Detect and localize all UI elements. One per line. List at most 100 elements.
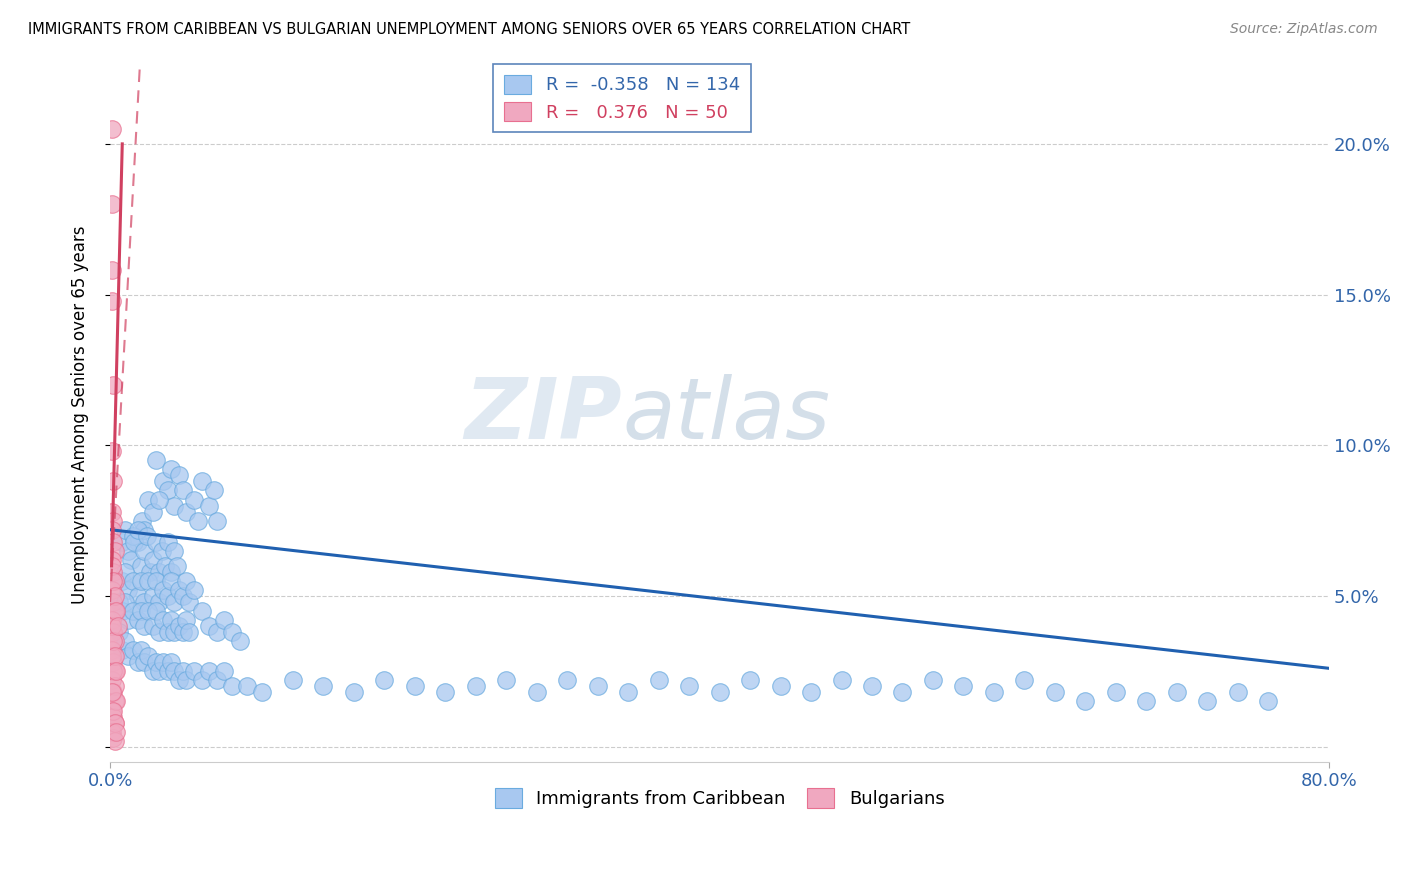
Point [145, 574, 167, 588]
Point [160, 574, 183, 588]
Point [831, 673, 853, 688]
Point [104, 715, 127, 730]
Point [127, 655, 149, 669]
Point [145, 453, 167, 467]
Point [100, 582, 122, 597]
Point [132, 655, 155, 669]
Point [117, 543, 139, 558]
Point [132, 619, 155, 633]
Text: atlas: atlas [621, 374, 830, 457]
Point [555, 673, 578, 688]
Point [221, 625, 243, 640]
Point [101, 665, 124, 679]
Point [198, 665, 221, 679]
Point [205, 673, 228, 688]
Point [190, 604, 212, 618]
Point [127, 589, 149, 603]
Point [100, 724, 122, 739]
Point [104, 574, 127, 588]
Point [142, 553, 165, 567]
Point [167, 582, 190, 597]
Point [236, 680, 259, 694]
Point [163, 595, 186, 609]
Point [163, 665, 186, 679]
Point [160, 462, 183, 476]
Point [122, 529, 145, 543]
Point [101, 685, 124, 699]
Point [100, 613, 122, 627]
Point [922, 673, 945, 688]
Point [172, 625, 194, 640]
Point [205, 625, 228, 640]
Point [174, 673, 197, 688]
Point [132, 523, 155, 537]
Point [678, 680, 700, 694]
Point [122, 643, 145, 657]
Point [174, 505, 197, 519]
Point [122, 604, 145, 618]
Point [142, 665, 165, 679]
Point [104, 649, 127, 664]
Point [617, 685, 640, 699]
Point [214, 613, 236, 627]
Point [131, 514, 153, 528]
Point [100, 197, 122, 211]
Point [101, 475, 124, 489]
Point [148, 625, 170, 640]
Point [156, 625, 179, 640]
Point [183, 492, 205, 507]
Point [136, 649, 159, 664]
Point [183, 582, 205, 597]
Point [150, 543, 173, 558]
Point [100, 523, 122, 537]
Point [100, 121, 122, 136]
Point [122, 574, 145, 588]
Point [142, 619, 165, 633]
Point [800, 685, 823, 699]
Point [145, 655, 167, 669]
Point [100, 558, 122, 573]
Point [100, 649, 122, 664]
Point [190, 475, 212, 489]
Point [156, 483, 179, 498]
Point [183, 665, 205, 679]
Point [117, 613, 139, 627]
Point [136, 574, 159, 588]
Point [163, 499, 186, 513]
Point [117, 649, 139, 664]
Point [114, 634, 136, 648]
Point [129, 643, 152, 657]
Point [129, 558, 152, 573]
Point [101, 514, 124, 528]
Point [101, 595, 124, 609]
Point [174, 613, 197, 627]
Point [111, 574, 134, 588]
Legend: Immigrants from Caribbean, Bulgarians: Immigrants from Caribbean, Bulgarians [488, 780, 952, 815]
Point [100, 685, 122, 699]
Point [114, 523, 136, 537]
Point [136, 604, 159, 618]
Point [198, 499, 221, 513]
Point [101, 574, 124, 588]
Point [111, 534, 134, 549]
Point [205, 514, 228, 528]
Point [166, 558, 188, 573]
Point [148, 565, 170, 579]
Point [100, 505, 122, 519]
Point [114, 565, 136, 579]
Point [1043, 685, 1066, 699]
Point [104, 694, 127, 708]
Point [105, 694, 128, 708]
Point [228, 634, 250, 648]
Point [108, 625, 131, 640]
Point [104, 733, 127, 747]
Point [160, 613, 183, 627]
Point [221, 680, 243, 694]
Point [100, 619, 122, 633]
Point [1166, 685, 1188, 699]
Point [135, 529, 157, 543]
Point [198, 619, 221, 633]
Point [136, 492, 159, 507]
Point [167, 619, 190, 633]
Point [343, 685, 366, 699]
